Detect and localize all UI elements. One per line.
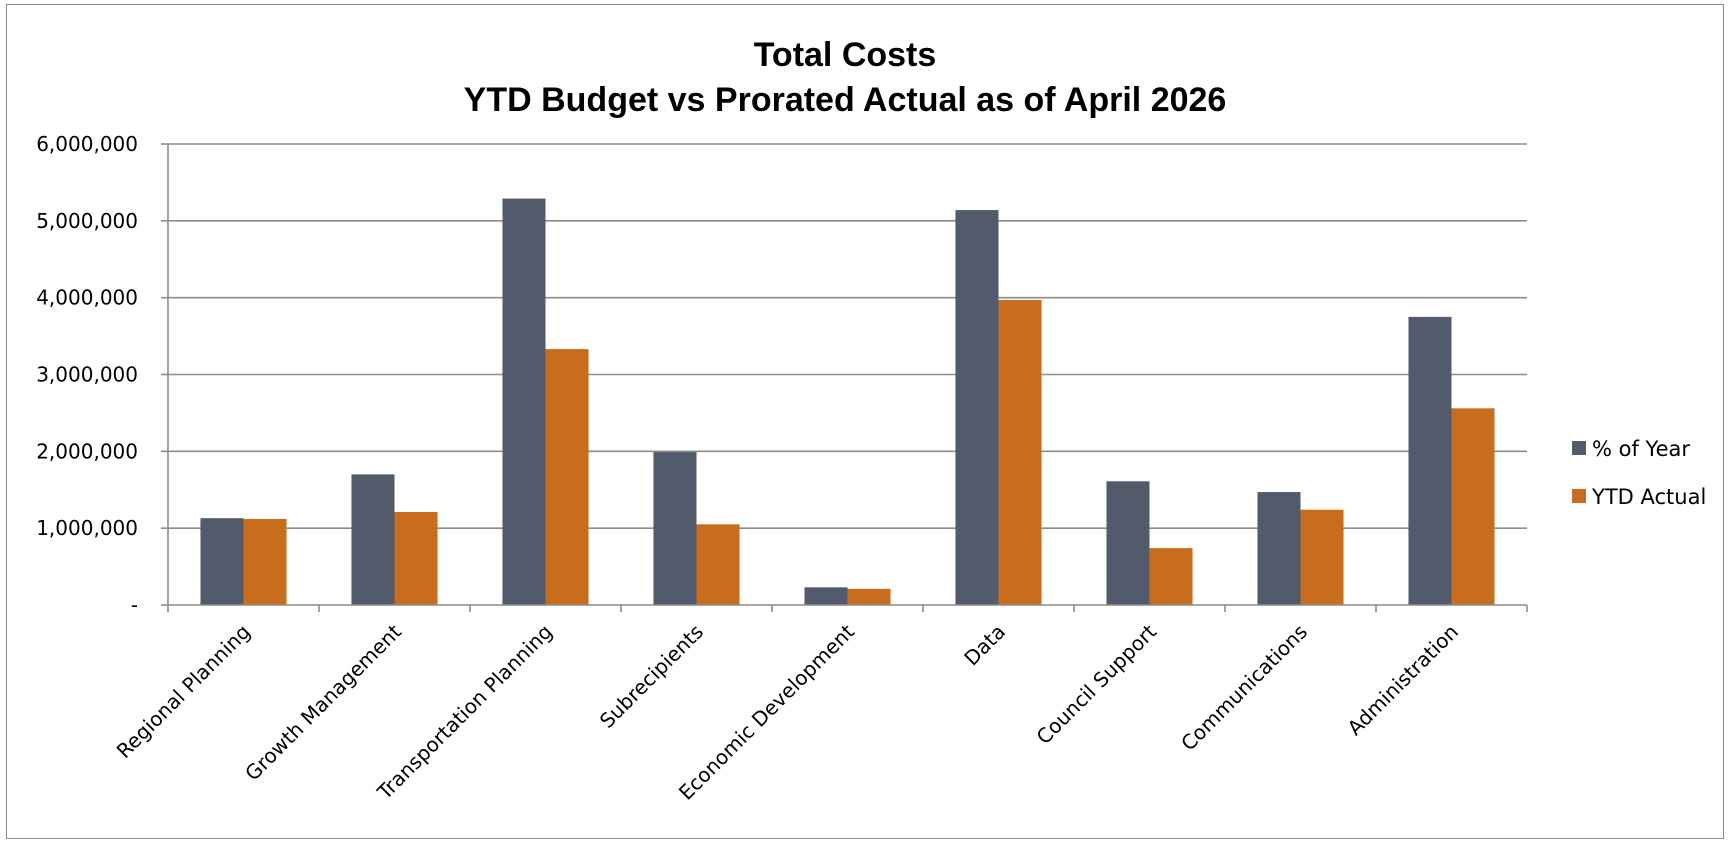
y-tick-label: 4,000,000 <box>36 286 138 310</box>
bar-percent-of-year <box>1257 492 1301 605</box>
x-tick-label: Growth Management <box>240 619 406 785</box>
bar-percent-of-year <box>804 587 848 605</box>
bar-ytd-actual <box>1451 408 1495 605</box>
y-tick-labels: - 1,000,000 2,000,000 3,000,000 4,000,000 5,0… <box>36 132 138 617</box>
bar-ytd-actual <box>1149 548 1193 605</box>
bar-ytd-actual <box>1300 509 1344 605</box>
x-tick-label: Administration <box>1343 620 1463 740</box>
bar-ytd-actual <box>394 512 438 605</box>
bars <box>200 198 1495 605</box>
x-tick-label: Subrecipients <box>595 620 708 733</box>
bar-percent-of-year <box>653 452 697 605</box>
chart-title-line2: YTD Budget vs Prorated Actual as of Apri… <box>464 81 1227 119</box>
y-tick-label: - <box>131 593 138 617</box>
bar-ytd-actual <box>847 588 891 605</box>
x-tick-label: Council Support <box>1032 619 1162 749</box>
x-tick-label: Data <box>959 620 1010 671</box>
legend: % of Year YTD Actual <box>1572 437 1706 509</box>
legend-label: % of Year <box>1592 437 1690 461</box>
bar-ytd-actual <box>696 524 740 605</box>
y-tick-label: 1,000,000 <box>36 516 138 540</box>
legend-swatch <box>1572 441 1586 455</box>
y-tick-label: 6,000,000 <box>36 132 138 156</box>
legend-swatch <box>1572 489 1586 503</box>
y-tick-label: 5,000,000 <box>36 209 138 233</box>
bar-percent-of-year <box>200 518 244 605</box>
legend-label: YTD Actual <box>1591 485 1706 509</box>
bar-percent-of-year <box>1106 481 1150 605</box>
chart-title-line1: Total Costs <box>754 36 937 74</box>
x-tick-label: Transportation Planning <box>372 620 557 805</box>
axes <box>161 143 1528 612</box>
bar-percent-of-year <box>502 198 546 605</box>
bar-ytd-actual <box>998 299 1042 605</box>
bar-percent-of-year <box>1408 316 1452 605</box>
bar-ytd-actual <box>243 518 287 605</box>
bar-percent-of-year <box>351 474 395 605</box>
x-tick-label: Communications <box>1176 620 1312 756</box>
y-tick-label: 3,000,000 <box>36 363 138 387</box>
gridlines <box>168 143 1527 529</box>
x-tick-label: Economic Development <box>674 619 859 804</box>
x-tick-label: Regional Planning <box>112 620 255 763</box>
bar-ytd-actual <box>545 349 589 605</box>
y-tick-label: 2,000,000 <box>36 439 138 463</box>
bar-percent-of-year <box>955 210 999 605</box>
